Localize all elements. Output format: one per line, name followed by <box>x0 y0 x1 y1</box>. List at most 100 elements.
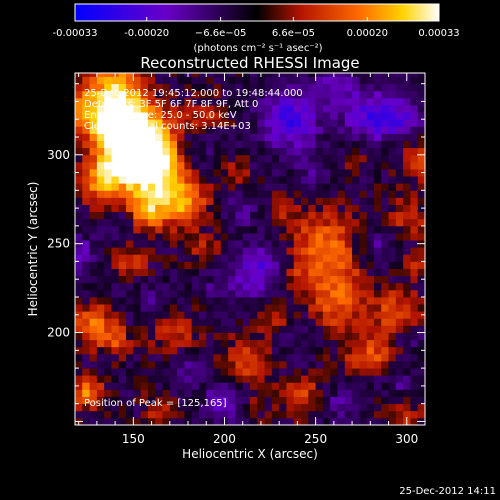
heatmap-cell <box>271 119 280 127</box>
heatmap-cell <box>147 325 156 333</box>
heatmap-cell <box>75 233 83 241</box>
heatmap-cell <box>315 361 324 369</box>
heatmap-cell <box>322 254 331 262</box>
heatmap-cell <box>315 275 324 284</box>
heatmap-cell <box>395 73 404 77</box>
heatmap-cell <box>293 218 302 227</box>
heatmap-cell <box>410 169 419 177</box>
heatmap-cell <box>177 112 185 120</box>
legend-clean-counts: Clean Total counts: 3.14E+03 <box>84 121 251 132</box>
heatmap-cell <box>250 154 258 163</box>
heatmap-cell <box>133 112 142 120</box>
heatmap-cell <box>322 275 331 284</box>
heatmap-cell <box>228 83 236 92</box>
heatmap-cell <box>184 325 193 333</box>
heatmap-cell <box>250 233 258 241</box>
heatmap-cell <box>169 289 178 298</box>
heatmap-cell <box>395 233 404 241</box>
heatmap-cell <box>395 183 404 191</box>
heatmap-cell <box>301 403 309 412</box>
heatmap-cell <box>337 353 346 362</box>
heatmap-cell <box>352 346 360 355</box>
heatmap-cell <box>395 76 404 85</box>
heatmap-cell <box>250 176 258 184</box>
heatmap-cell <box>410 218 419 227</box>
heatmap-cell <box>322 169 331 177</box>
x-axis: 150 200 250 300 <box>78 73 426 446</box>
heatmap-cell <box>177 105 185 113</box>
heatmap-cell <box>337 190 346 198</box>
heatmap-cell <box>271 211 280 220</box>
heatmap-cell <box>155 311 163 319</box>
heatmap-cell <box>220 183 229 191</box>
heatmap-cell <box>373 247 382 255</box>
heatmap-cell <box>198 375 207 383</box>
heatmap-cell <box>228 190 236 198</box>
heatmap-cell <box>140 240 149 248</box>
heatmap-cell <box>308 197 317 205</box>
heatmap-cell <box>366 247 375 255</box>
heatmap-cell <box>337 410 346 419</box>
heatmap-cell <box>235 83 244 92</box>
heatmap-cell <box>395 339 404 348</box>
heatmap-cell <box>403 396 411 405</box>
heatmap-cell <box>271 169 280 177</box>
heatmap-cell <box>213 353 222 362</box>
heatmap-cell <box>381 375 389 383</box>
heatmap-cell <box>308 240 317 248</box>
heatmap-cell <box>191 147 200 156</box>
heatmap-cell <box>118 304 127 312</box>
heatmap-cell <box>279 97 287 106</box>
heatmap-cell <box>89 332 98 341</box>
heatmap-cell <box>271 297 280 305</box>
heatmap-cell <box>395 105 404 113</box>
heatmap-cell <box>257 211 265 220</box>
heatmap-cell <box>286 254 295 262</box>
heatmap-cell <box>155 268 163 277</box>
heatmap-cell <box>395 361 404 369</box>
heatmap-cell <box>235 389 244 397</box>
heatmap-cell <box>147 190 156 198</box>
heatmap-cell <box>344 375 353 383</box>
heatmap-cell <box>366 240 375 248</box>
heatmap-cell <box>279 410 287 419</box>
heatmap-cell <box>352 204 360 213</box>
heatmap-cell <box>169 183 178 191</box>
heatmap-cell <box>228 233 236 241</box>
heatmap-cell <box>373 133 382 141</box>
heatmap-cell <box>337 311 346 319</box>
heatmap-cell <box>104 346 112 355</box>
heatmap-cell <box>410 375 419 383</box>
heatmap-cell <box>271 318 280 326</box>
heatmap-cell <box>264 147 273 156</box>
heatmap-cell <box>293 346 302 355</box>
heatmap-cell <box>155 254 163 262</box>
heatmap-cell <box>118 368 127 376</box>
heatmap-cell <box>206 97 214 106</box>
heatmap-cell <box>403 225 411 234</box>
heatmap-cell <box>133 268 142 277</box>
heatmap-cell <box>330 311 338 319</box>
heatmap-cell <box>344 233 353 241</box>
heatmap-cell <box>169 254 178 262</box>
heatmap-cell <box>308 154 317 163</box>
heatmap-cell <box>286 325 295 333</box>
heatmap-cell <box>198 339 207 348</box>
heatmap-cell <box>337 83 346 92</box>
heatmap-cell <box>264 247 273 255</box>
heatmap-cell <box>177 240 185 248</box>
heatmap-cell <box>242 240 251 248</box>
heatmap-cell <box>206 233 214 241</box>
heatmap-cell <box>162 147 171 156</box>
heatmap-cell <box>169 133 178 141</box>
heatmap-cell <box>279 325 287 333</box>
heatmap-cell <box>373 140 382 149</box>
heatmap-cell <box>344 112 353 120</box>
heatmap-cell <box>191 346 200 355</box>
heatmap-cell <box>410 318 419 326</box>
heatmap-cell <box>235 211 244 220</box>
heatmap-cell <box>126 346 134 355</box>
heatmap-cell <box>220 282 229 291</box>
heatmap-cell <box>264 282 273 291</box>
heatmap-cell <box>213 90 222 99</box>
